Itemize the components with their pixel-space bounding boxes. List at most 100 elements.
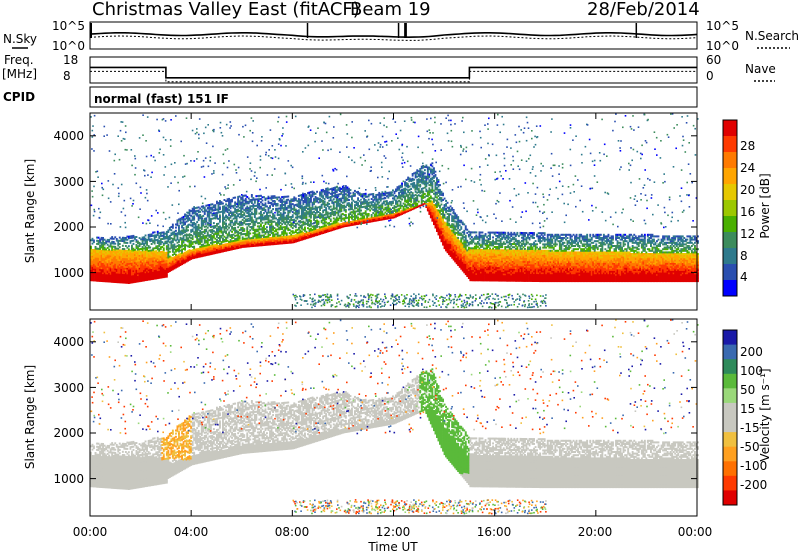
power-cell (96, 254, 98, 257)
power-cell (366, 213, 369, 216)
power-cell (146, 266, 148, 269)
power-cell (263, 207, 265, 210)
nsearch-tick-top: 10^5 (706, 19, 739, 33)
power-cell (238, 245, 241, 247)
power-cell (175, 257, 177, 259)
power-cell (156, 254, 159, 257)
power-cell (255, 228, 258, 231)
power-cell (252, 232, 255, 235)
power-cell (212, 209, 215, 212)
power-cell (234, 217, 237, 220)
power-cell (304, 194, 306, 197)
power-cell (93, 239, 95, 242)
power-cell (105, 251, 108, 254)
power-cell (379, 198, 382, 200)
power-cell (185, 215, 188, 218)
power-cell (155, 263, 158, 265)
power-cell (282, 237, 285, 240)
power-cell (355, 223, 358, 226)
power-cell (269, 233, 271, 236)
power-cell (123, 257, 126, 260)
power-cell (320, 198, 323, 201)
power-cell (134, 260, 136, 263)
power-cell (134, 236, 136, 239)
power-cell (164, 264, 167, 267)
power-cell (276, 234, 279, 237)
power-cell (106, 262, 109, 265)
power-cell (168, 255, 171, 258)
power-cell (275, 228, 277, 231)
power-cell (223, 235, 226, 238)
power-cell (341, 197, 344, 199)
power-cell (135, 250, 138, 253)
power-cell (127, 278, 130, 281)
power-cell (112, 263, 115, 266)
power-cell (108, 256, 111, 259)
power-cell (263, 242, 265, 245)
power-cell (288, 232, 291, 235)
power-cell (134, 253, 136, 256)
power-cell (296, 236, 299, 239)
power-cell (115, 274, 118, 277)
power-cell (123, 265, 126, 268)
power-cell (296, 235, 299, 238)
power-cell (167, 245, 170, 248)
power-cell (120, 255, 123, 258)
power-cell (123, 260, 126, 263)
power-cell (211, 217, 214, 220)
power-cell (379, 218, 382, 221)
power-cell (153, 263, 156, 266)
power-cell (228, 213, 230, 216)
power-cell (263, 231, 265, 234)
power-cell (220, 236, 223, 239)
power-cell (273, 220, 276, 223)
power-cell (96, 271, 98, 274)
power-cell (267, 206, 270, 209)
power-cell (348, 208, 350, 211)
power-cell (358, 208, 361, 211)
power-cell (243, 233, 246, 235)
power-cell (250, 226, 253, 228)
power-cell (121, 251, 124, 254)
power-cell (219, 220, 221, 223)
power-cell (175, 253, 177, 256)
power-cell (360, 214, 362, 217)
power-cell (196, 249, 199, 252)
power-cell (178, 255, 180, 258)
power-cell (296, 205, 299, 207)
power-cell (335, 221, 338, 224)
power-cell (152, 277, 155, 280)
power-cell (351, 204, 353, 207)
power-cell (149, 257, 152, 260)
power-cell (349, 206, 352, 209)
power-cell (178, 260, 180, 262)
power-cell (143, 271, 145, 274)
power-cell (219, 206, 221, 209)
power-cell (334, 207, 337, 210)
power-cell (358, 192, 361, 195)
power-cell (240, 206, 243, 209)
power-cell (423, 169, 426, 172)
power-cell (320, 192, 323, 195)
power-cell (235, 215, 238, 218)
power-cell (290, 224, 293, 226)
power-cell (349, 211, 352, 214)
power-cell (127, 258, 130, 260)
power-cell (111, 269, 114, 272)
power-cell (176, 233, 179, 236)
power-cell (232, 244, 235, 247)
power-cell (354, 217, 356, 219)
power-cell (367, 217, 370, 220)
power-cell (258, 198, 261, 201)
power-cell (115, 263, 118, 266)
power-cell (256, 238, 259, 241)
power-cell (150, 239, 153, 242)
power-cell (264, 231, 267, 234)
power-cell (173, 237, 176, 240)
power-cell (123, 268, 126, 271)
power-cell (258, 206, 261, 209)
power-cell (134, 266, 136, 269)
power-cell (299, 226, 302, 229)
power-cell (108, 251, 111, 254)
power-cell (326, 205, 329, 207)
